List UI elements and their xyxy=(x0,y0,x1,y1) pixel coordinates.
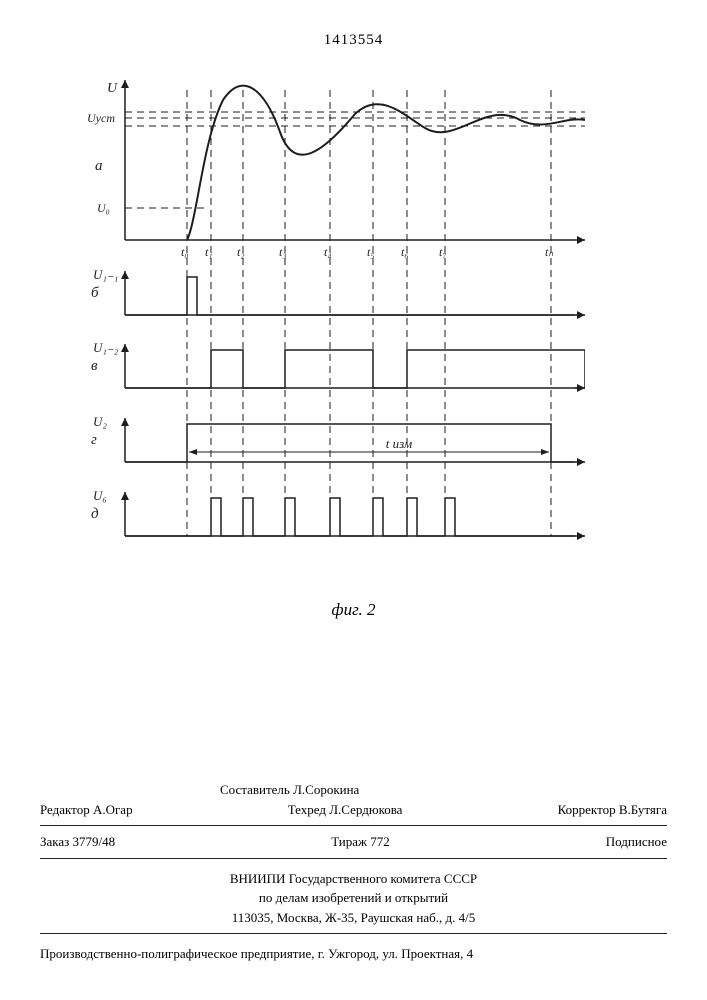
svg-text:Uуст: Uуст xyxy=(87,111,115,125)
subscription: Подписное xyxy=(606,832,667,852)
svg-text:г: г xyxy=(91,432,97,448)
timing-diagram: UtаUустU₀t₀t₁t₂t₃t₄t₅t₆t₇tₙU₁₋₁бtU₁₋₂вtU… xyxy=(85,80,585,600)
corrector-credit: Корректор В.Бутяга xyxy=(558,800,667,820)
svg-text:U₀: U₀ xyxy=(97,201,110,215)
vniipi-line: 113035, Москва, Ж-35, Раушская наб., д. … xyxy=(40,908,667,928)
vniipi-line: ВНИИПИ Государственного комитета СССР xyxy=(40,869,667,889)
svg-text:U₁₋₁: U₁₋₁ xyxy=(93,267,118,282)
order-number: Заказ 3779/48 xyxy=(40,832,115,852)
compiler-credit: Составитель Л.Сорокина xyxy=(220,780,359,800)
circulation: Тираж 772 xyxy=(331,832,390,852)
page-number: 1413554 xyxy=(0,32,707,49)
vniipi-block: ВНИИПИ Государственного комитета СССР по… xyxy=(40,869,667,928)
svg-text:U₂: U₂ xyxy=(93,414,107,429)
divider xyxy=(40,858,667,859)
svg-text:U₁₋₂: U₁₋₂ xyxy=(93,340,119,355)
svg-text:U: U xyxy=(107,81,118,96)
svg-text:д: д xyxy=(91,506,99,522)
svg-text:U₆: U₆ xyxy=(93,488,107,503)
svg-text:а: а xyxy=(95,158,103,174)
svg-text:в: в xyxy=(91,358,98,374)
svg-text:б: б xyxy=(91,285,99,301)
final-line: Производственно-полиграфическое предприя… xyxy=(40,944,667,964)
figure-caption: фиг. 2 xyxy=(0,600,707,620)
divider xyxy=(40,825,667,826)
divider xyxy=(40,933,667,934)
vniipi-line: по делам изобретений и открытий xyxy=(40,888,667,908)
credits-block: Составитель Л.Сорокина Редактор А.Огар Т… xyxy=(40,780,667,964)
svg-text:t изм: t изм xyxy=(386,436,412,451)
editor-credit: Редактор А.Огар xyxy=(40,800,133,820)
svg-text:tₙ: tₙ xyxy=(545,245,553,259)
tech-editor-credit: Техред Л.Сердюкова xyxy=(288,800,403,820)
